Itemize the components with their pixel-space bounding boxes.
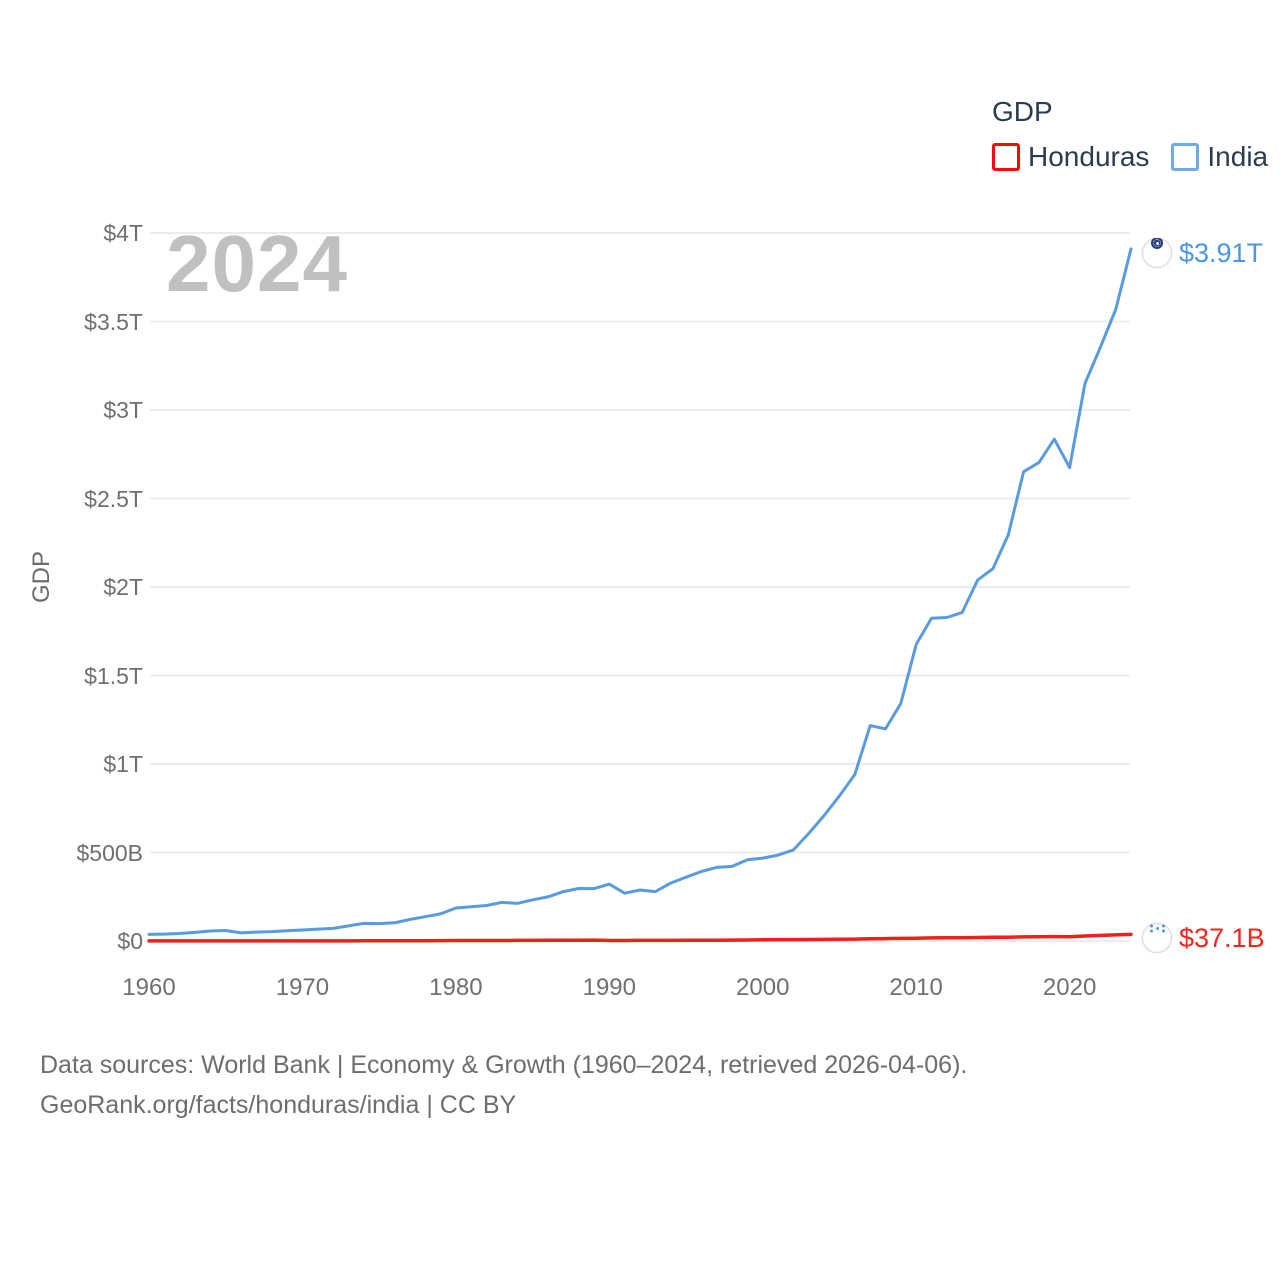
footer: Data sources: World Bank | Economy & Gro… — [40, 1045, 967, 1125]
legend-label: Honduras — [1028, 141, 1150, 172]
india-series-line[interactable] — [147, 247, 1133, 936]
x-tick-label: 1980 — [429, 974, 483, 1001]
x-tick-label: 2020 — [1042, 974, 1097, 1001]
y-tick-label: $1.5T — [84, 662, 143, 689]
y-tick-label: $1T — [103, 751, 143, 777]
chakra-icon — [1151, 238, 1163, 249]
x-tick-label: 1970 — [275, 974, 330, 1001]
legend-title: GDP — [992, 96, 1053, 127]
y-tick-label: $3.5T — [84, 308, 143, 335]
y-tick-label: $4T — [103, 220, 143, 246]
y-tick-label: $2T — [103, 574, 143, 600]
x-tick-label: 2000 — [736, 974, 790, 1001]
legend-item-honduras[interactable]: Honduras — [992, 141, 1149, 173]
x-tick-label: 2010 — [889, 974, 943, 1001]
legend-swatch — [992, 143, 1020, 171]
x-tick-label: 1990 — [582, 974, 636, 1001]
footer-data-sources: Data sources: World Bank | Economy & Gro… — [40, 1051, 968, 1079]
y-tick-label: $0 — [117, 928, 143, 954]
honduras-flag-icon — [1142, 923, 1172, 953]
honduras-stars-icon — [1155, 926, 1159, 930]
legend-label: India — [1207, 141, 1269, 172]
honduras-series-line[interactable] — [147, 932, 1133, 943]
legend-items: Honduras India — [992, 141, 1268, 173]
legend-item-india[interactable]: India — [1171, 141, 1268, 173]
x-tick-label: 1960 — [122, 974, 176, 1001]
honduras-end-value: $37.1B — [1179, 923, 1265, 953]
legend-swatch — [1171, 143, 1200, 171]
y-tick-label: $3T — [103, 397, 143, 423]
india-flag-icon — [1142, 238, 1172, 268]
india-end-value: $3.91T — [1179, 238, 1264, 268]
y-tick-label: $500B — [76, 839, 143, 866]
footer-attribution: GeoRank.org/facts/honduras/india | CC BY — [40, 1091, 517, 1119]
watermark-year: 2024 — [166, 219, 348, 308]
y-tick-label: $2.5T — [84, 485, 143, 512]
legend: GDP Honduras India — [992, 96, 1268, 173]
